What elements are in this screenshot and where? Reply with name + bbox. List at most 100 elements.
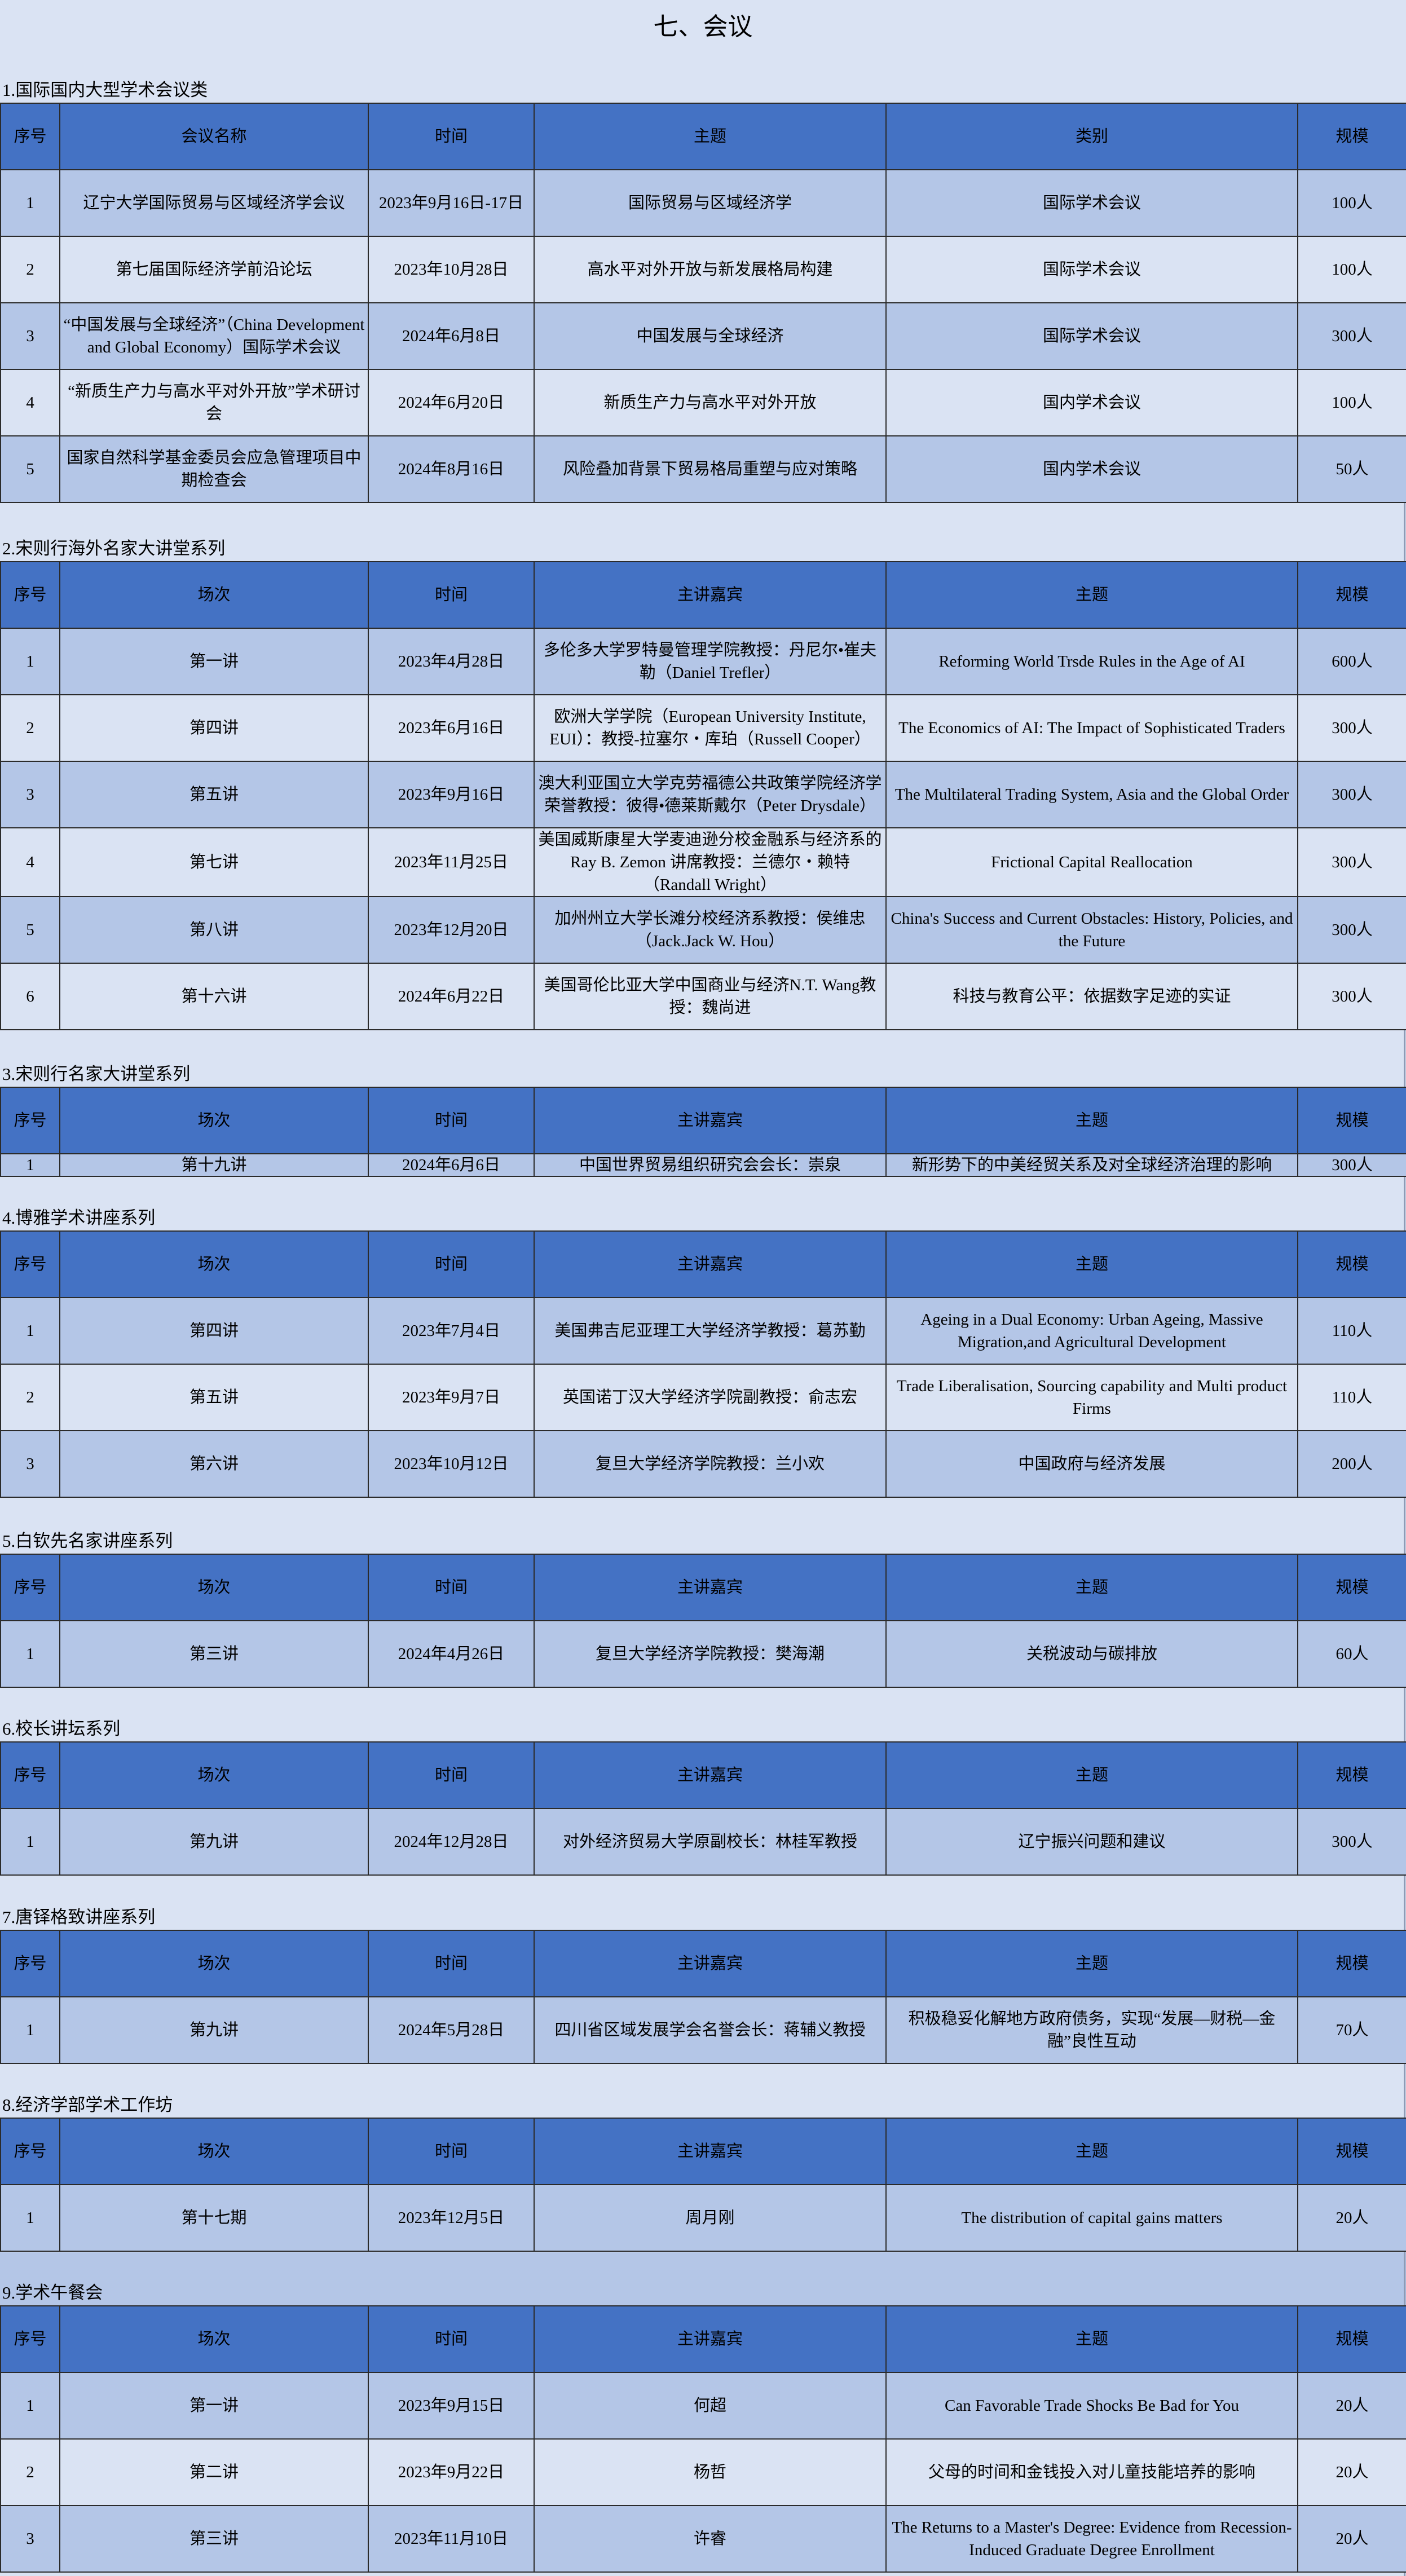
column-header-name: 场次: [59, 1741, 369, 1809]
cell-scale: 100人: [1297, 169, 1406, 237]
section-label: 2.宋则行海外名家大讲堂系列: [2, 539, 226, 558]
section-table: 序号 场次 时间 主讲嘉宾 主题 规模 1 第十七期 2023年12月5日 周月刚 The dist…: [0, 2118, 1406, 2252]
column-header-topic: 主题: [885, 2305, 1298, 2373]
cell-name: 第二讲: [59, 2438, 369, 2506]
column-header-topic: 主题: [885, 1087, 1298, 1154]
cell-speaker: 国际贸易与区域经济学: [534, 169, 887, 237]
cell-name: 第十九讲: [59, 1153, 369, 1177]
table-row: 3 第三讲 2023年11月10日 许睿 The Returns to a Master…: [0, 2505, 1406, 2573]
table-row: 6 第十六讲 2024年6月22日 美国哥伦比亚大学中国商业与经济N.T. Wang教…: [0, 963, 1406, 1030]
section-label: 9.学术午餐会: [2, 2283, 103, 2302]
column-header-speaker: 主讲嘉宾: [534, 1741, 887, 1809]
cell-seq: 3: [0, 2505, 60, 2573]
column-header-seq: 序号: [0, 2118, 60, 2185]
table-row: 1 第十七期 2023年12月5日 周月刚 The distribution of ca…: [0, 2184, 1406, 2252]
cell-time: 2023年12月5日: [368, 2184, 535, 2252]
cell-time: 2023年10月12日: [368, 1430, 535, 1498]
cell-seq: 2: [0, 694, 60, 762]
section-label: 4.博雅学术讲座系列: [2, 1208, 156, 1228]
cell-speaker: 复旦大学经济学院教授：兰小欢: [534, 1430, 887, 1498]
cell-name: 第六讲: [59, 1430, 369, 1498]
cell-time: 2023年11月10日: [368, 2505, 535, 2573]
page-title: 七、会议: [653, 13, 753, 41]
table-header-row: 序号 场次 时间 主讲嘉宾 主题 规模: [0, 561, 1406, 629]
table-row: 2 第四讲 2023年6月16日 欧洲大学学院（European University…: [0, 694, 1406, 762]
cell-seq: 1: [0, 1153, 60, 1177]
cell-topic: 积极稳妥化解地方政府债务，实现“发展—财税—金融”良性互动: [885, 1996, 1298, 2064]
section-gap-band: [0, 2252, 1406, 2305]
column-header-speaker: 主讲嘉宾: [534, 1930, 887, 1997]
column-header-seq: 序号: [0, 1087, 60, 1154]
cell-seq: 2: [0, 2438, 60, 2506]
column-header-time: 时间: [368, 1230, 535, 1298]
cell-seq: 1: [0, 628, 60, 695]
table-row: 1 第一讲 2023年9月15日 何超 Can Favorable Trade Shoc…: [0, 2372, 1406, 2440]
cell-seq: 3: [0, 302, 60, 370]
cell-name: 第一讲: [59, 628, 369, 695]
cell-name: 第三讲: [59, 2505, 369, 2573]
cell-scale: 100人: [1297, 236, 1406, 303]
cell-speaker: 加州州立大学长滩分校经济系教授：侯维忠（Jack.Jack W. Hou）: [534, 896, 887, 964]
cell-topic: 国内学术会议: [885, 435, 1298, 503]
cell-name: 第十六讲: [59, 963, 369, 1030]
column-header-time: 时间: [368, 1554, 535, 1621]
table-row: 2 第二讲 2023年9月22日 杨哲 父母的时间和金钱投入对儿童技能培养的影响 20人: [0, 2438, 1406, 2506]
cell-topic: 国际学术会议: [885, 236, 1298, 303]
cell-seq: 1: [0, 1620, 60, 1688]
section-label: 3.宋则行名家大讲堂系列: [2, 1064, 191, 1084]
table-row: 1 第十九讲 2024年6月6日 中国世界贸易组织研究会会长：崇泉 新形势下的中美经贸关…: [0, 1153, 1406, 1177]
cell-speaker: 风险叠加背景下贸易格局重塑与应对策略: [534, 435, 887, 503]
cell-speaker: 澳大利亚国立大学克劳福德公共政策学院经济学荣誉教授：彼得•德莱斯戴尔（Peter…: [534, 761, 887, 828]
table-row: 5 国家自然科学基金委员会应急管理项目中期检查会 2024年8月16日 风险叠加背景下…: [0, 435, 1406, 503]
column-header-scale: 规模: [1297, 1741, 1406, 1809]
cell-seq: 2: [0, 236, 60, 303]
section-label: 7.唐铎格致讲座系列: [2, 1907, 156, 1927]
column-header-name: 场次: [59, 1087, 369, 1154]
section-table: 序号 场次 时间 主讲嘉宾 主题 规模 1 第四讲 2023年7月4日 美国弗吉尼亚理工大学经济学…: [0, 1230, 1406, 1498]
cell-scale: 110人: [1297, 1297, 1406, 1365]
table-row: 1 辽宁大学国际贸易与区域经济学会议 2023年9月16日-17日 国际贸易与区域经济…: [0, 169, 1406, 237]
table-header-row: 序号 场次 时间 主讲嘉宾 主题 规模: [0, 1087, 1406, 1154]
cell-speaker: 美国弗吉尼亚理工大学经济学教授：葛苏勤: [534, 1297, 887, 1365]
cell-seq: 3: [0, 1430, 60, 1498]
column-header-name: 场次: [59, 2305, 369, 2373]
table-header-row: 序号 场次 时间 主讲嘉宾 主题 规模: [0, 1554, 1406, 1621]
cell-speaker: 中国发展与全球经济: [534, 302, 887, 370]
cell-topic: 国内学术会议: [885, 369, 1298, 436]
column-header-speaker: 主题: [534, 103, 887, 170]
table-row: 1 第九讲 2024年5月28日 四川省区域发展学会名誉会长：蒋辅义教授 积极稳妥化解地…: [0, 1996, 1406, 2064]
cell-topic: China's Success and Current Obstacles: H…: [885, 896, 1298, 964]
table-row: 5 第八讲 2023年12月20日 加州州立大学长滩分校经济系教授：侯维忠（Jack.…: [0, 896, 1406, 964]
cell-time: 2023年9月16日-17日: [368, 169, 535, 237]
cell-time: 2024年6月6日: [368, 1153, 535, 1177]
cell-time: 2023年12月20日: [368, 896, 535, 964]
column-header-seq: 序号: [0, 2305, 60, 2373]
cell-scale: 20人: [1297, 2438, 1406, 2506]
cell-topic: 新形势下的中美经贸关系及对全球经济治理的影响: [885, 1153, 1298, 1177]
table-row: 3 第五讲 2023年9月16日 澳大利亚国立大学克劳福德公共政策学院经济学荣誉教授：…: [0, 761, 1406, 828]
column-header-seq: 序号: [0, 1230, 60, 1298]
column-header-topic: 主题: [885, 1930, 1298, 1997]
cell-scale: 300人: [1297, 761, 1406, 828]
cell-name: 第九讲: [59, 1996, 369, 2064]
cell-seq: 1: [0, 1808, 60, 1876]
column-header-time: 时间: [368, 2305, 535, 2373]
column-header-topic: 主题: [885, 561, 1298, 629]
cell-scale: 110人: [1297, 1364, 1406, 1431]
cell-time: 2024年8月16日: [368, 435, 535, 503]
cell-scale: 20人: [1297, 2372, 1406, 2440]
cell-seq: 5: [0, 435, 60, 503]
cell-time: 2023年7月4日: [368, 1297, 535, 1365]
column-header-seq: 序号: [0, 103, 60, 170]
cell-name: 第四讲: [59, 1297, 369, 1365]
table-header-row: 序号 会议名称 时间 主题 类别 规模: [0, 103, 1406, 170]
cell-seq: 2: [0, 1364, 60, 1431]
column-header-name: 场次: [59, 2118, 369, 2185]
cell-topic: The Returns to a Master's Degree: Eviden…: [885, 2505, 1298, 2573]
cell-time: 2023年9月15日: [368, 2372, 535, 2440]
column-header-scale: 规模: [1297, 1230, 1406, 1298]
cell-topic: Reforming World Trsde Rules in the Age o…: [885, 628, 1298, 695]
cell-name: 第五讲: [59, 761, 369, 828]
cell-time: 2023年10月28日: [368, 236, 535, 303]
section-table: 序号 场次 时间 主讲嘉宾 主题 规模 1 第九讲 2024年5月28日 四川省区域发展学会名誉会…: [0, 1930, 1406, 2064]
